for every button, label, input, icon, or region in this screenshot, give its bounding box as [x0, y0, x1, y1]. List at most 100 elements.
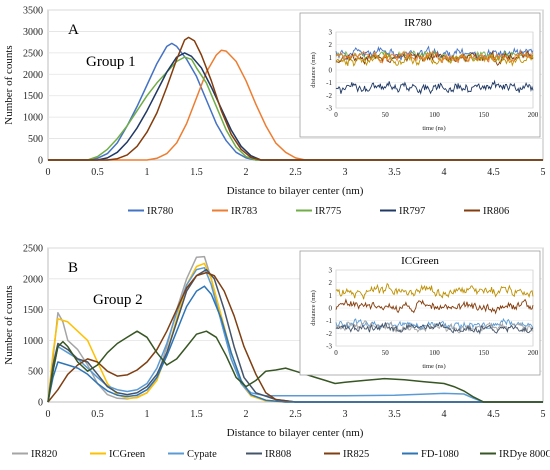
panel-b-inset-y-tick-label: 2 [329, 279, 333, 287]
panel-b-x-tick-label: 2 [244, 409, 249, 420]
panel-b-series-ir808 [47, 268, 543, 403]
panel-a-inset-x-tick-label: 50 [382, 111, 390, 119]
panel-b-legend-item: IR820 [12, 449, 57, 460]
panel-a-x-tick-label: 2 [244, 167, 249, 178]
panel-a-x-ticks: 0 0.5 1 1.5 2 2.5 3 3.5 4 4.5 5 [46, 167, 546, 178]
panel-a-y-tick-label: 0 [38, 156, 43, 167]
panel-b-inset-x-tick-label: 150 [479, 349, 490, 357]
panel-b-legend-label: Cypate [187, 449, 217, 460]
panel-a-inset-y-tick-label: 3 [329, 29, 333, 37]
panel-b-inset-y-tick-label: 1 [329, 292, 333, 300]
panel-a-letter: A [68, 22, 79, 38]
panel-a-inset-x-tick-label: 200 [528, 111, 539, 119]
panel-b-legend-item: IR808 [246, 449, 291, 460]
panel-a-series-ir806 [48, 36, 543, 161]
panel-a-inset-x-tick-label: 0 [334, 111, 338, 119]
panel-a-inset-title: IR780 [404, 17, 432, 29]
panel-b-legend-label: ICGreen [109, 449, 146, 460]
panel-a-x-tick-label: 3.5 [388, 167, 401, 178]
panel-b-x-tick-label: 1 [145, 409, 150, 420]
panel-a-group-label: Group 1 [86, 54, 136, 70]
panel-a-x-tick-label: 1.5 [190, 167, 203, 178]
panel-b-y-tick-label: 1500 [23, 305, 43, 316]
panel-a-y-axis-title: Number of counts [3, 45, 15, 124]
panel-b-legend-label: IR825 [343, 449, 369, 460]
panel-a-y-tick-label: 2500 [23, 48, 43, 59]
panel-b-inset-background [299, 250, 541, 376]
panel-a-inset-y-tick-label: -3 [326, 105, 332, 113]
panel-b-inset-x-tick-label: 50 [382, 349, 390, 357]
panel-a-inset-background [299, 12, 541, 138]
panel-b-series-fd-1080 [47, 285, 543, 403]
panel-a-inset-y-tick-label: 1 [329, 54, 333, 62]
panel-b-legend-item: ICGreen [90, 449, 146, 460]
panel-a-x-tick-label: 2.5 [289, 167, 302, 178]
panel-a-x-tick-label: 5 [541, 167, 546, 178]
panel-b-inset-x-tick-label: 100 [429, 349, 440, 357]
panel-b-legend-label: IR820 [31, 449, 57, 460]
panel-a-legend: IR780 IR783 IR775 IR797 IR806 [128, 206, 509, 217]
panel-b-x-tick-label: 0 [46, 409, 51, 420]
panel-b-inset-x-axis-title: time (ns) [422, 363, 445, 370]
panel-b-inset-y-tick-label: -1 [326, 317, 332, 325]
panel-a-y-tick-label: 2000 [23, 70, 43, 81]
panel-a-x-tick-label: 0.5 [91, 167, 104, 178]
panel-a-y-tick-label: 3000 [23, 27, 43, 38]
panel-a-series-ir797 [48, 52, 543, 161]
panel-b-inset-x-ticks: 0 50 100 150 200 [334, 349, 539, 357]
panel-b-legend-item: IR825 [324, 449, 369, 460]
panel-b-inset-y-axis-title: distance (nm) [310, 290, 317, 326]
panel-b-inset-trace [335, 298, 534, 315]
panel-b-y-tick-label: 2000 [23, 274, 43, 285]
panel-a-y-tick-label: 1500 [23, 91, 43, 102]
panel-a-series-ir783 [48, 49, 543, 161]
panel-b-inset-trace [335, 320, 534, 334]
panel-a-legend-item: IR780 [128, 206, 173, 217]
panel-a-inset-y-tick-label: -2 [326, 92, 332, 100]
panel-b-y-tick-label: 1000 [23, 336, 43, 347]
panel-b-x-tick-label: 0.5 [91, 409, 104, 420]
panel-b-legend-label: FD-1080 [421, 449, 459, 460]
panel-a-legend-label: IR780 [147, 206, 173, 217]
panel-b-x-tick-label: 2.5 [289, 409, 302, 420]
panel-a-x-tick-label: 0 [46, 167, 51, 178]
panel-b-x-axis-title: Distance to bilayer center (nm) [227, 427, 364, 439]
panel-a-x-tick-label: 3 [343, 167, 348, 178]
panel-b-inset-title: ICGreen [401, 255, 439, 267]
panel-b-y-tick-label: 0 [38, 398, 43, 409]
panel-a-inset-x-axis-title: time (ns) [422, 125, 445, 132]
panel-a-legend-label: IR775 [315, 206, 341, 217]
panel-a-y-tick-label: 3500 [23, 6, 43, 17]
panel-a-inset-y-axis-title: distance (nm) [310, 52, 317, 88]
panel-a-legend-item: IR775 [296, 206, 341, 217]
panel-b-inset-x-tick-label: 0 [334, 349, 338, 357]
panel-b-inset-y-tick-label: 3 [329, 267, 333, 275]
panel-b-x-tick-label: 4 [442, 409, 447, 420]
panel-a-inset-x-ticks: 0 50 100 150 200 [334, 111, 539, 119]
panel-b-inset-y-tick-label: -3 [326, 343, 332, 351]
panel-b-series [47, 255, 543, 403]
panel-b-x-tick-label: 1.5 [190, 409, 203, 420]
panel-a-inset-y-tick-label: -1 [326, 79, 332, 87]
panel-b-inset-y-tick-label: -2 [326, 330, 332, 338]
panel-b-legend-item: Cypate [168, 449, 217, 460]
panel-a-inset-y-tick-label: 0 [329, 67, 333, 75]
panel-a-inset-x-tick-label: 100 [429, 111, 440, 119]
panel-b-inset-traces [335, 282, 534, 335]
panel-a-series-ir780 [48, 42, 543, 161]
panel-a-y-tick-label: 500 [28, 134, 43, 145]
panel-a-series [48, 36, 543, 161]
panel-a-inset-traces [335, 45, 534, 96]
panel-a-x-tick-label: 1 [145, 167, 150, 178]
panel-a-inset-y-tick-label: 2 [329, 41, 333, 49]
panel-b-inset-y-tick-label: 0 [329, 305, 333, 313]
panel-a-y-tick-label: 1000 [23, 113, 43, 124]
panel-a-legend-item: IR806 [464, 206, 509, 217]
panel-b-series-irdye-800cw [47, 330, 543, 403]
panel-b-series-ir825 [47, 271, 543, 403]
panel-b-y-tick-label: 2500 [23, 244, 43, 255]
